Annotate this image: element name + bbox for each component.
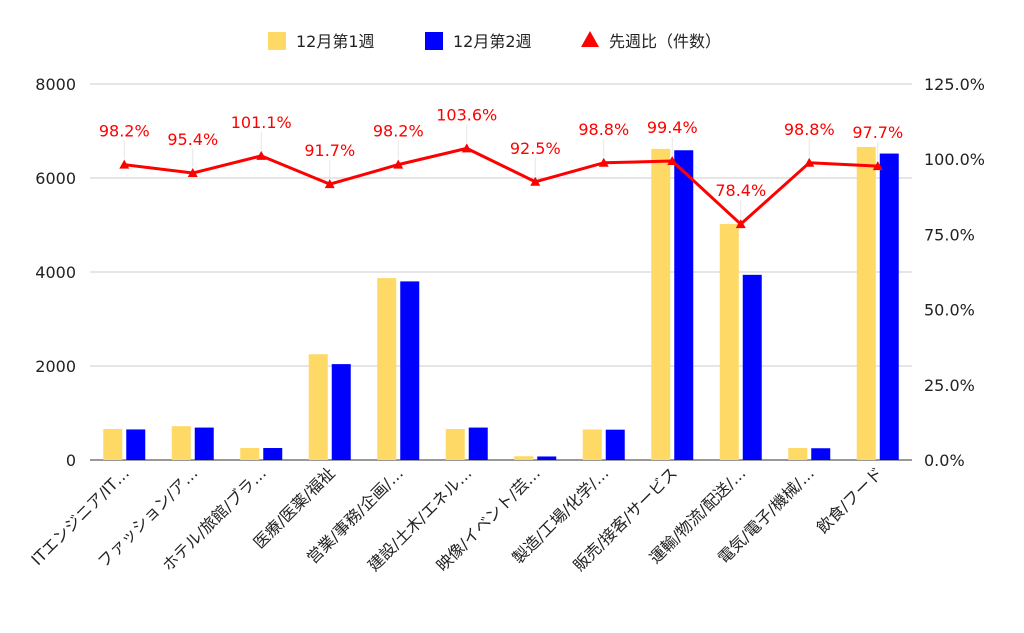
y-left-tick-label: 4000 xyxy=(35,263,76,282)
data-label: 95.4% xyxy=(167,130,218,149)
ratio-point xyxy=(735,219,746,229)
ratio-point xyxy=(393,159,404,169)
bar-week2 xyxy=(468,427,488,460)
bar-week2 xyxy=(400,281,420,460)
ratio-line-series: 98.2% 95.4% 101.1% 91.7% 98.2% 103.6% 92.5% 98.… xyxy=(99,105,903,229)
data-label: 98.2% xyxy=(373,122,424,141)
ratio-point xyxy=(598,157,609,167)
bar-week1 xyxy=(514,456,534,460)
data-label: 99.4% xyxy=(647,118,698,137)
bar-week2 xyxy=(537,456,557,460)
bar-week2 xyxy=(194,427,214,460)
y-right-tick-label: 75.0% xyxy=(924,225,975,244)
bar-week2 xyxy=(126,429,146,460)
bar-week2 xyxy=(811,448,831,460)
data-label: 78.4% xyxy=(715,181,766,200)
ratio-line xyxy=(124,146,878,226)
bars xyxy=(103,146,899,461)
bar-week1 xyxy=(240,448,260,460)
bar-week1 xyxy=(445,428,465,460)
ratio-point xyxy=(667,156,678,166)
data-label: 103.6% xyxy=(436,105,497,124)
data-label: 101.1% xyxy=(231,113,292,132)
data-label: 97.7% xyxy=(852,123,903,142)
ratio-point xyxy=(119,159,130,169)
data-label: 91.7% xyxy=(304,141,355,160)
y-right-tick-label: 50.0% xyxy=(924,301,975,320)
bar-week1 xyxy=(856,146,876,461)
data-label: 98.8% xyxy=(578,120,629,139)
ratio-point xyxy=(187,168,198,178)
ratio-point xyxy=(256,150,267,160)
bar-week2 xyxy=(742,274,762,460)
ratio-point xyxy=(872,161,883,171)
bar-week2 xyxy=(879,153,899,460)
legend-swatch xyxy=(268,32,286,50)
ratio-point xyxy=(324,179,335,189)
bar-week1 xyxy=(719,224,739,460)
x-tick-label: 飲食/フード xyxy=(813,463,887,537)
y-left-tick-label: 6000 xyxy=(35,169,76,188)
ratio-point xyxy=(804,157,815,167)
bar-week2 xyxy=(331,364,351,460)
data-label: 98.8% xyxy=(784,120,835,139)
data-label: 92.5% xyxy=(510,139,561,158)
axes: 0 2000 4000 6000 8000 0.0% 25.0% 50.0% 75.0% 100.… xyxy=(27,75,985,575)
legend-label: 12月第2週 xyxy=(453,32,532,51)
bar-week1 xyxy=(788,448,808,460)
legend-label: 12月第1週 xyxy=(296,32,375,51)
y-right-tick-label: 25.0% xyxy=(924,376,975,395)
legend-swatch-triangle xyxy=(581,31,599,47)
bar-week2 xyxy=(605,429,625,460)
bar-week2 xyxy=(674,150,694,460)
legend-swatch xyxy=(425,32,443,50)
y-right-tick-label: 0.0% xyxy=(924,451,965,470)
bar-week2 xyxy=(263,448,283,460)
legend-label: 先週比（件数） xyxy=(609,32,721,51)
legend: 12月第1週 12月第2週 先週比（件数） xyxy=(268,31,721,51)
data-label: 98.2% xyxy=(99,122,150,141)
bar-week1 xyxy=(582,429,602,460)
y-left-tick-label: 0 xyxy=(66,451,76,470)
bar-week1 xyxy=(103,428,123,460)
y-right-tick-label: 125.0% xyxy=(924,75,985,94)
y-right-tick-label: 100.0% xyxy=(924,150,985,169)
gridlines xyxy=(90,83,912,461)
ratio-point xyxy=(461,143,472,153)
ratio-point xyxy=(530,176,541,186)
y-left-tick-label: 8000 xyxy=(35,75,76,94)
bar-week1 xyxy=(308,354,328,460)
bar-week1 xyxy=(651,148,671,461)
bar-week1 xyxy=(377,278,397,460)
y-left-tick-label: 2000 xyxy=(35,357,76,376)
bar-week1 xyxy=(171,426,191,460)
